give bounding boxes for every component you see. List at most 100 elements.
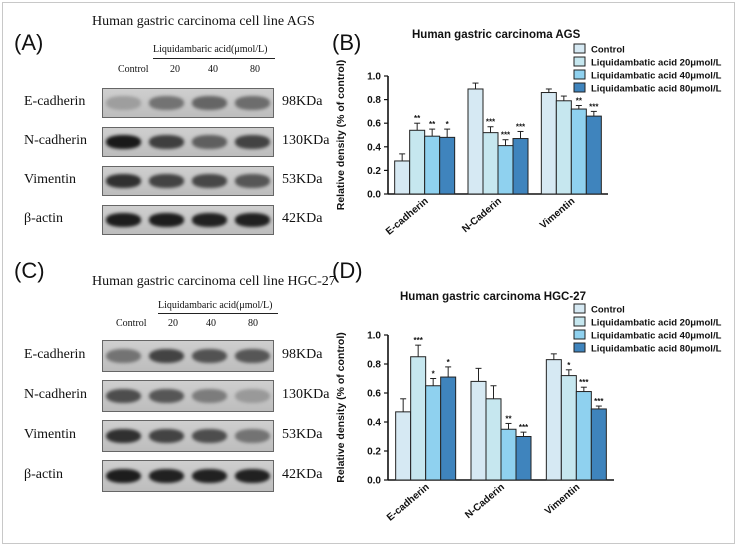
blot-band-c-2-2: [191, 428, 228, 444]
panel-a-treatment-label: Liquidambaric acid(μmol/L): [153, 44, 268, 55]
y-tick-label: 1.0: [367, 72, 381, 83]
blot-band-c-2-1: [148, 428, 185, 444]
blot-band-c-3-0: [105, 468, 142, 484]
panel-a-lane-40: 40: [208, 64, 218, 75]
blot-size-a-0: 98KDa: [282, 94, 323, 109]
bar: [497, 145, 514, 195]
blot-band-a-1-1: [148, 135, 185, 149]
bar: [470, 380, 487, 481]
x-tick-label: Vimentin: [538, 196, 577, 231]
legend-label: Control: [591, 305, 625, 316]
blot-band-a-1-2: [191, 135, 228, 149]
blot-band-a-3-2: [191, 213, 228, 227]
y-tick-label: 0.2: [367, 447, 381, 458]
panel-c-treatment-label: Liquidambaric acid(μmol/L): [158, 300, 273, 311]
bar: [440, 376, 457, 481]
blot-size-c-3: 42KDa: [282, 467, 323, 482]
x-tick-label: Vimentin: [543, 482, 582, 517]
panel-c-lane-control: Control: [116, 318, 147, 329]
blot-label-c-3: β-actin: [24, 467, 63, 482]
blot-label-c-0: E-cadherin: [24, 347, 86, 362]
y-tick-label: 1.0: [367, 331, 381, 342]
blot-label-a-2: Vimentin: [24, 172, 77, 187]
bar: [394, 160, 411, 195]
bar: [467, 88, 484, 195]
y-tick-label: 0.8: [367, 95, 381, 106]
bar: [515, 436, 532, 481]
significance-label: *: [567, 361, 571, 370]
bar: [395, 411, 412, 481]
bar: [585, 115, 602, 195]
blot-band-c-1-1: [148, 388, 185, 404]
chart-title: Human gastric carcinoma HGC-27: [400, 291, 586, 303]
blot-band-c-0-1: [148, 348, 185, 364]
blot-label-a-1: N-cadherin: [24, 133, 87, 148]
legend-label: Control: [591, 45, 625, 56]
panel-a-lane-80: 80: [250, 64, 260, 75]
y-tick-label: 0.2: [367, 166, 381, 177]
bar: [540, 92, 557, 195]
blot-band-a-2-2: [191, 174, 228, 188]
blot-band-c-1-2: [191, 388, 228, 404]
legend-swatch: [573, 82, 586, 93]
panel-a-lane-control: Control: [118, 64, 149, 75]
bar: [424, 135, 441, 195]
significance-label: *: [447, 358, 451, 367]
y-tick-label: 0.0: [367, 476, 381, 487]
panel-a-lane-20: 20: [170, 64, 180, 75]
significance-label: ***: [486, 118, 496, 127]
significance-label: **: [414, 114, 421, 123]
legend-swatch: [573, 342, 586, 353]
blot-band-a-3-1: [148, 213, 185, 227]
blot-band-c-3-1: [148, 468, 185, 484]
x-tick-label: E-cadherin: [385, 482, 432, 524]
legend-label: Liquidambatic acid 20μmol/L: [591, 58, 722, 69]
bar: [560, 375, 577, 481]
significance-label: ***: [501, 131, 511, 140]
blot-label-c-2: Vimentin: [24, 427, 77, 442]
bar: [590, 408, 607, 481]
legend-swatch: [573, 43, 586, 54]
bar: [575, 391, 592, 481]
legend-label: Liquidambatic acid 80μmol/L: [591, 344, 722, 355]
chart-title: Human gastric carcinoma AGS: [412, 29, 581, 41]
bar: [482, 132, 499, 195]
panel-label-a: (A): [14, 30, 44, 55]
panel-label-b: (B): [332, 30, 362, 55]
y-tick-label: 0.0: [367, 190, 381, 201]
blot-label-a-0: E-cadherin: [24, 94, 86, 109]
blot-label-a-3: β-actin: [24, 211, 63, 226]
significance-label: **: [429, 120, 436, 129]
y-tick-label: 0.8: [367, 360, 381, 371]
blot-band-c-2-3: [234, 428, 271, 444]
significance-label: ***: [579, 378, 589, 387]
significance-label: *: [432, 370, 436, 379]
panel-c-lane-20: 20: [168, 318, 178, 329]
y-tick-label: 0.6: [367, 389, 381, 400]
blot-band-a-2-3: [234, 174, 271, 188]
bar: [439, 136, 456, 195]
blot-band-c-1-3: [234, 388, 271, 404]
blot-band-c-0-0: [105, 348, 142, 364]
blot-band-c-0-2: [191, 348, 228, 364]
significance-label: *: [446, 120, 450, 129]
legend-swatch: [573, 69, 586, 80]
blot-band-c-1-0: [105, 388, 142, 404]
blot-size-a-2: 53KDa: [282, 172, 323, 187]
blot-band-a-2-0: [105, 174, 142, 188]
bar: [410, 356, 427, 481]
blot-band-c-3-3: [234, 468, 271, 484]
bar: [570, 108, 587, 195]
legend-label: Liquidambatic acid 80μmol/L: [591, 84, 722, 95]
blot-band-a-0-0: [105, 96, 142, 110]
legend-swatch: [573, 316, 586, 327]
bar: [545, 359, 562, 481]
significance-label: ***: [589, 102, 599, 111]
significance-label: ***: [516, 122, 526, 131]
blot-band-a-0-3: [234, 96, 271, 110]
panel-c-title: Human gastric carcinoma cell line HGC-27: [92, 274, 336, 289]
significance-label: ***: [594, 397, 604, 406]
blot-band-c-3-2: [191, 468, 228, 484]
blot-band-a-0-2: [191, 96, 228, 110]
